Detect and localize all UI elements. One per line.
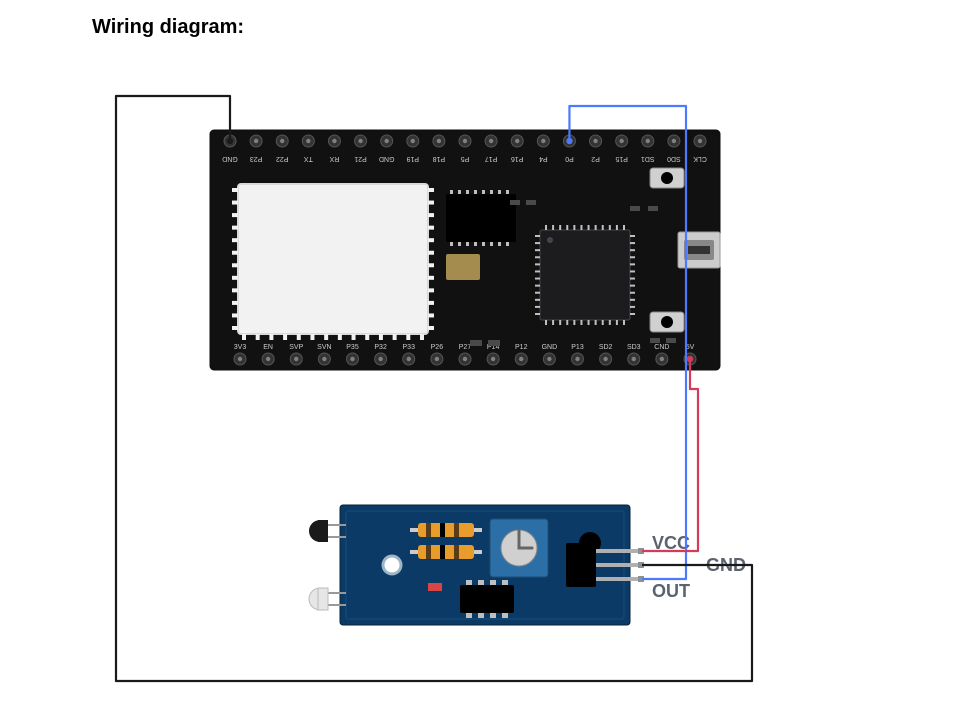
svg-text:P35: P35 xyxy=(346,344,359,351)
svg-text:SD1: SD1 xyxy=(641,155,655,162)
svg-text:P18: P18 xyxy=(433,155,446,162)
wiring-diagram: GND P23 P22 TX RX P21 GND P19 P18 P5 P17 P16 P4 P0 P2 P… xyxy=(0,0,962,712)
svg-text:GND: GND xyxy=(379,155,395,162)
svg-text:P19: P19 xyxy=(406,155,419,162)
svg-text:CND: CND xyxy=(654,344,669,351)
svg-text:P21: P21 xyxy=(354,155,367,162)
svg-text:SVN: SVN xyxy=(317,344,331,351)
wire-vcc xyxy=(642,359,698,551)
svg-text:P4: P4 xyxy=(539,155,548,162)
svg-text:P12: P12 xyxy=(515,344,528,351)
page-title: Wiring diagram: xyxy=(92,16,244,39)
svg-text:P27: P27 xyxy=(459,344,472,351)
svg-text:P17: P17 xyxy=(485,155,498,162)
svg-text:TX: TX xyxy=(304,155,313,162)
svg-text:P23: P23 xyxy=(250,155,263,162)
svg-text:SD2: SD2 xyxy=(599,344,613,351)
svg-text:P0: P0 xyxy=(565,155,574,162)
esp32-board: GND P23 P22 TX RX P21 GND P19 P18 P5 P17 P16 P4 P0 P2 P… xyxy=(210,130,720,370)
svg-text:RX: RX xyxy=(329,155,339,162)
svg-text:P33: P33 xyxy=(403,344,416,351)
svg-text:SVP: SVP xyxy=(289,344,303,351)
svg-text:P15: P15 xyxy=(615,155,628,162)
svg-text:GND: GND xyxy=(542,344,558,351)
svg-text:SD3: SD3 xyxy=(627,344,641,351)
svg-text:P32: P32 xyxy=(374,344,387,351)
svg-text:SD0: SD0 xyxy=(667,155,681,162)
svg-text:P22: P22 xyxy=(276,155,289,162)
page: Wiring diagram: GND P23 P22 TX RX P21 GND P19 P1… xyxy=(0,0,962,712)
svg-text:P16: P16 xyxy=(511,155,524,162)
svg-text:P26: P26 xyxy=(431,344,444,351)
svg-text:P5: P5 xyxy=(461,155,470,162)
svg-text:3V3: 3V3 xyxy=(234,344,247,351)
svg-text:P2: P2 xyxy=(591,155,600,162)
svg-text:EN: EN xyxy=(263,344,273,351)
svg-text:CLK: CLK xyxy=(693,155,707,162)
svg-text:P13: P13 xyxy=(571,344,584,351)
label-out: OUT xyxy=(652,581,690,601)
svg-text:GND: GND xyxy=(222,155,238,162)
